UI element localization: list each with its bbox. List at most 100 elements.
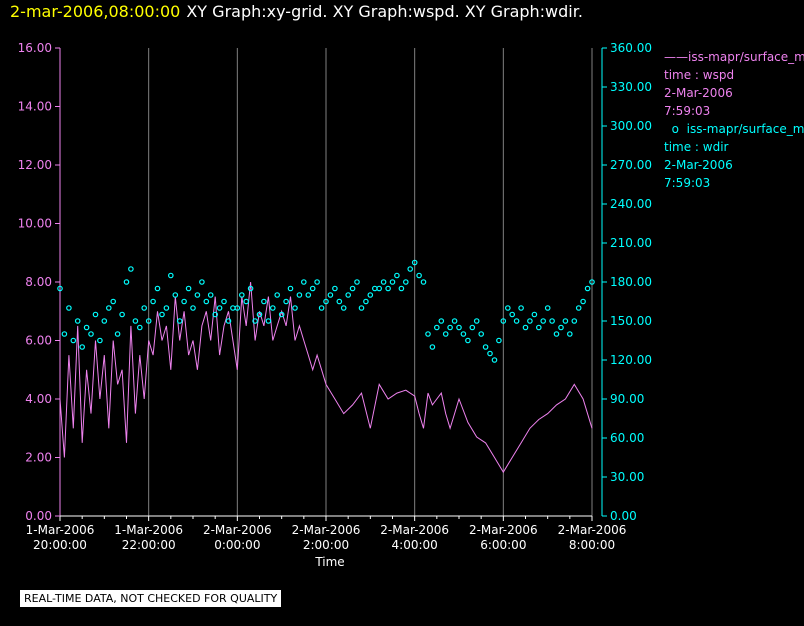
series-point-wdir (575, 305, 582, 311)
series-point-wdir (265, 318, 272, 324)
y-right-tick-label: 60.00 (610, 431, 644, 445)
series-point-wdir (256, 311, 263, 318)
y-left-tick-label: 10.00 (18, 217, 52, 231)
series-point-wdir (66, 305, 72, 311)
x-tick-label-time: 6:00:00 (480, 538, 526, 552)
series-point-wdir (194, 292, 201, 298)
series-point-wdir (482, 344, 489, 350)
series (57, 259, 595, 474)
series-point-wdir (584, 285, 591, 292)
series-point-wdir (451, 318, 458, 324)
series-point-wdir (478, 331, 485, 337)
series-point-wdir (504, 305, 511, 311)
series-point-wdir (274, 292, 281, 298)
series-point-wdir (509, 311, 516, 318)
series-point-wdir (57, 285, 63, 292)
series-point-wdir (309, 285, 316, 292)
series-point-wdir (168, 272, 174, 279)
series-point-wdir (425, 331, 431, 337)
series-point-wdir (185, 285, 192, 292)
y-right-tick-label: 240.00 (610, 197, 652, 211)
series-point-wdir (97, 337, 103, 344)
series-point-wdir (243, 298, 250, 305)
series-point-wdir (137, 324, 143, 331)
series-point-wdir (562, 318, 569, 324)
series-point-wdir (358, 305, 365, 311)
x-tick-label-time: 0:00:00 (214, 538, 260, 552)
series-point-wdir (389, 279, 396, 285)
x-tick-label-time: 4:00:00 (392, 538, 438, 552)
series-point-wdir (420, 279, 427, 285)
series-point-wdir (119, 311, 125, 318)
series-point-wdir (79, 344, 86, 350)
series-point-wdir (110, 298, 117, 305)
series-point-wdir (92, 311, 99, 318)
series-point-wdir (132, 318, 139, 324)
series-point-wdir (558, 324, 564, 331)
x-tick-label-date: 2-Mar-2006 (380, 523, 449, 537)
series-point-wdir (176, 318, 183, 324)
series-point-wdir (278, 311, 285, 318)
y-right-tick-label: 30.00 (610, 470, 644, 484)
series-point-wdir (327, 292, 334, 298)
y-right-tick-label: 180.00 (610, 275, 652, 289)
series-point-wdir (252, 318, 258, 324)
series-point-wdir (305, 292, 312, 298)
x-tick-label-date: 2-Mar-2006 (203, 523, 272, 537)
series-point-wdir (323, 298, 329, 305)
series-point-wdir (145, 318, 152, 324)
quality-notice: REAL-TIME DATA, NOT CHECKED FOR QUALITY (20, 590, 282, 607)
series-point-wdir (114, 331, 121, 337)
series-point-wdir (172, 292, 179, 298)
legend-wspd-time: 7:59:03 (664, 104, 711, 118)
series-point-wdir (159, 311, 165, 318)
series-point-wdir (553, 331, 560, 337)
line-swatch-icon: —— (664, 50, 688, 64)
x-tick-label-time: 22:00:00 (122, 538, 176, 552)
x-tick-label-date: 1-Mar-2006 (26, 523, 95, 537)
series-point-wdir (314, 279, 320, 285)
series-point-wdir (527, 318, 533, 324)
series-point-wdir (199, 279, 205, 285)
y-left-tick-label: 16.00 (18, 41, 52, 55)
chart-title: 2-mar-2006,08:00:00 XY Graph:xy-grid. XY … (10, 2, 583, 21)
series-point-wdir (549, 318, 555, 324)
x-tick-label-date: 2-Mar-2006 (292, 523, 361, 537)
series-point-wdir (589, 279, 595, 285)
series-point-wdir (345, 292, 352, 298)
series-point-wdir (531, 311, 538, 318)
series-point-wdir (402, 279, 409, 285)
series-point-wdir (416, 272, 422, 279)
circle-marker-icon: o (664, 122, 687, 136)
series-point-wdir (70, 337, 77, 344)
series-point-wdir (234, 305, 241, 311)
series-point-wdir (230, 305, 236, 311)
legend-wdir-var: time : wdir (664, 140, 729, 154)
series-point-wdir (460, 331, 467, 337)
series-point-wdir (154, 285, 161, 292)
y-right-tick-label: 300.00 (610, 119, 652, 133)
series-point-wdir (500, 318, 507, 324)
series-point-wdir (336, 298, 343, 305)
series-point-wdir (269, 305, 276, 311)
series-point-wdir (496, 337, 502, 344)
series-point-wdir (221, 298, 227, 305)
series-point-wdir (292, 305, 298, 311)
series-point-wdir (398, 285, 405, 292)
y-left-tick-label: 8.00 (25, 275, 52, 289)
series-point-wdir (212, 311, 219, 318)
series-point-wdir (349, 285, 356, 292)
series-point-wdir (225, 318, 232, 324)
series-line-wspd (59, 281, 593, 474)
y-right-tick-label: 330.00 (610, 80, 652, 94)
series-point-wdir (407, 266, 414, 272)
legend-wdir-name: o iss-mapr/surface_m (664, 122, 804, 136)
series-point-wdir (150, 298, 156, 305)
series-point-wdir (518, 305, 524, 311)
series-point-wdir (571, 318, 578, 324)
series-point-wdir (283, 298, 289, 305)
legend-wspd-name: ——iss-mapr/surface_m (664, 50, 804, 64)
series-point-wdir (473, 318, 480, 324)
series-point-wdir (101, 318, 108, 324)
series-point-wdir (385, 285, 391, 292)
